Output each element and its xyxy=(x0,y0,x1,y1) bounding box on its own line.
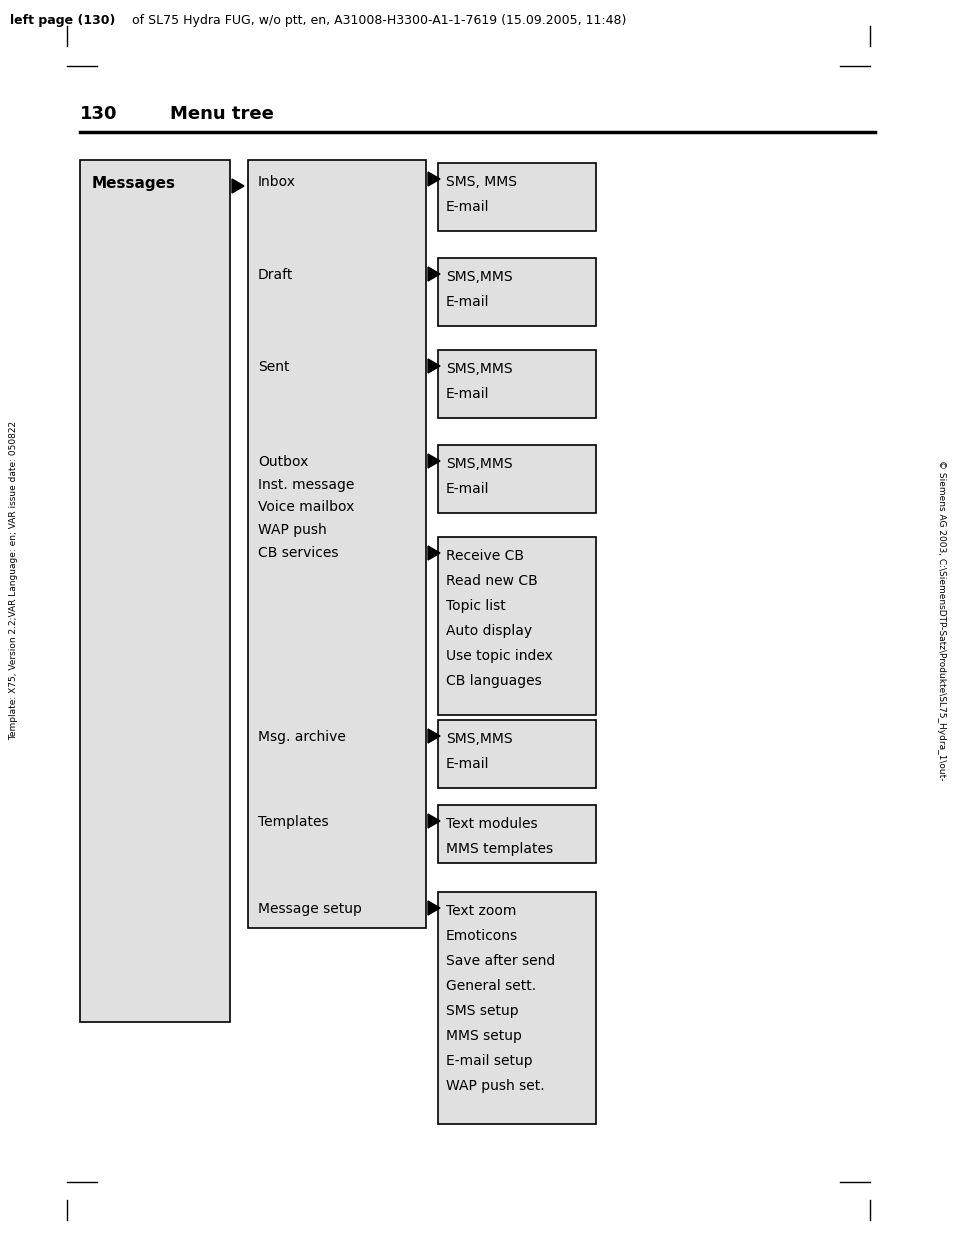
Text: SMS,MMS: SMS,MMS xyxy=(446,270,512,284)
Polygon shape xyxy=(428,729,439,743)
Bar xyxy=(437,258,596,326)
Text: Msg. archive: Msg. archive xyxy=(257,730,346,744)
Text: Message setup: Message setup xyxy=(257,902,361,916)
Text: Draft: Draft xyxy=(257,268,294,282)
Text: SMS, MMS: SMS, MMS xyxy=(446,174,517,189)
Bar xyxy=(437,805,596,863)
Text: Template: X75, Version 2.2;VAR Language: en; VAR issue date: 050822: Template: X75, Version 2.2;VAR Language:… xyxy=(10,420,18,740)
Bar xyxy=(437,163,596,231)
Polygon shape xyxy=(428,901,439,915)
Text: Sent: Sent xyxy=(257,360,289,374)
Text: WAP push set.: WAP push set. xyxy=(446,1079,544,1093)
Text: © Siemens AG 2003, C:\SiemensDTP-Satz\Produkte\SL75_Hydra_1\out-: © Siemens AG 2003, C:\SiemensDTP-Satz\Pr… xyxy=(937,460,945,780)
Text: Receive CB: Receive CB xyxy=(446,549,523,563)
Text: of SL75 Hydra FUG, w/o ptt, en, A31008-H3300-A1-1-7619 (15.09.2005, 11:48): of SL75 Hydra FUG, w/o ptt, en, A31008-H… xyxy=(128,14,626,27)
Text: Inst. message: Inst. message xyxy=(257,478,354,492)
Text: Auto display: Auto display xyxy=(446,624,532,638)
Text: E-mail: E-mail xyxy=(446,482,489,496)
Text: General sett.: General sett. xyxy=(446,979,536,993)
Text: E-mail: E-mail xyxy=(446,758,489,771)
Bar xyxy=(437,350,596,417)
Bar xyxy=(437,445,596,513)
Text: Messages: Messages xyxy=(91,176,175,191)
Text: E-mail: E-mail xyxy=(446,295,489,309)
Text: E-mail: E-mail xyxy=(446,201,489,214)
Text: Text zoom: Text zoom xyxy=(446,905,516,918)
Polygon shape xyxy=(428,814,439,829)
Text: MMS setup: MMS setup xyxy=(446,1029,521,1043)
Polygon shape xyxy=(428,454,439,468)
Text: 130: 130 xyxy=(80,105,117,123)
Text: left page (130): left page (130) xyxy=(10,14,115,27)
Polygon shape xyxy=(428,546,439,559)
Bar xyxy=(437,892,596,1124)
Text: SMS,MMS: SMS,MMS xyxy=(446,363,512,376)
Polygon shape xyxy=(428,172,439,186)
Text: Emoticons: Emoticons xyxy=(446,930,517,943)
Text: CB services: CB services xyxy=(257,546,338,559)
Text: WAP push: WAP push xyxy=(257,523,327,537)
Text: Use topic index: Use topic index xyxy=(446,649,553,663)
Text: E-mail setup: E-mail setup xyxy=(446,1054,532,1068)
Text: Topic list: Topic list xyxy=(446,599,505,613)
Text: E-mail: E-mail xyxy=(446,388,489,401)
Text: Templates: Templates xyxy=(257,815,328,829)
Text: SMS setup: SMS setup xyxy=(446,1004,518,1018)
Bar xyxy=(248,159,426,928)
Text: SMS,MMS: SMS,MMS xyxy=(446,731,512,746)
Text: Voice mailbox: Voice mailbox xyxy=(257,500,354,515)
Bar xyxy=(437,720,596,787)
Text: Menu tree: Menu tree xyxy=(170,105,274,123)
Bar xyxy=(437,537,596,715)
Text: MMS templates: MMS templates xyxy=(446,842,553,856)
Text: Save after send: Save after send xyxy=(446,954,555,968)
Polygon shape xyxy=(428,267,439,282)
Text: SMS,MMS: SMS,MMS xyxy=(446,457,512,471)
Polygon shape xyxy=(232,179,244,193)
Text: CB languages: CB languages xyxy=(446,674,541,688)
Text: Read new CB: Read new CB xyxy=(446,574,537,588)
Text: Text modules: Text modules xyxy=(446,817,537,831)
Text: Inbox: Inbox xyxy=(257,174,295,189)
Bar xyxy=(80,159,230,1022)
Text: Outbox: Outbox xyxy=(257,455,308,468)
Polygon shape xyxy=(428,359,439,373)
